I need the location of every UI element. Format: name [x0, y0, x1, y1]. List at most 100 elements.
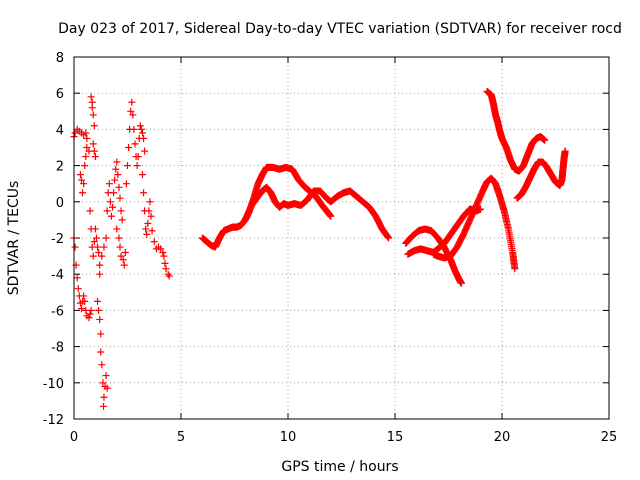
data-point — [113, 225, 121, 233]
data-point — [159, 248, 167, 256]
data-point — [137, 125, 145, 133]
data-point — [89, 252, 97, 260]
data-point — [88, 104, 96, 112]
data-point — [86, 310, 94, 318]
x-tick-label: 15 — [387, 430, 404, 445]
data-point — [98, 361, 106, 369]
x-tick-label: 25 — [601, 430, 618, 445]
data-point — [90, 122, 98, 130]
y-tick-label: -6 — [51, 304, 64, 319]
data-point — [141, 147, 149, 155]
data-point — [100, 402, 108, 410]
x-axis-label: GPS time / hours — [281, 459, 398, 475]
y-tick-label: 6 — [56, 87, 64, 102]
data-point — [80, 292, 88, 300]
data-point — [147, 212, 155, 220]
data-point — [144, 220, 152, 228]
data-point — [99, 379, 107, 387]
data-point — [116, 194, 124, 202]
data-point — [131, 140, 139, 148]
data-point — [112, 165, 120, 173]
data-point — [130, 125, 138, 133]
data-point — [87, 306, 95, 314]
data-point — [120, 261, 128, 269]
data-point — [327, 212, 335, 220]
data-point — [136, 122, 144, 130]
data-point — [83, 144, 91, 151]
data-point — [117, 252, 125, 260]
data-point — [102, 372, 110, 380]
data-point — [96, 315, 104, 323]
data-point — [100, 393, 108, 401]
y-tick-label: -2 — [51, 232, 64, 247]
data-point — [82, 129, 90, 137]
x-tick-label: 5 — [177, 430, 185, 445]
data-point — [165, 272, 173, 280]
data-point — [146, 198, 154, 206]
data-point — [145, 207, 153, 215]
y-tick-label: 8 — [56, 51, 64, 66]
data-point — [90, 238, 98, 246]
data-point — [148, 227, 156, 235]
data-point — [97, 330, 105, 338]
data-point — [103, 207, 111, 215]
data-point — [74, 285, 82, 293]
y-axis-label: SDTVAR / TECUs — [6, 181, 22, 296]
data-point — [83, 134, 91, 142]
data-point — [71, 243, 79, 251]
data-point — [541, 136, 549, 144]
data-point — [111, 176, 119, 184]
data-point — [114, 171, 122, 179]
x-tick-label: 10 — [280, 430, 297, 445]
y-tick-label: 0 — [56, 196, 64, 211]
data-point — [143, 230, 151, 238]
data-point — [97, 348, 105, 356]
data-point — [162, 265, 170, 273]
grid — [74, 57, 609, 419]
data-point — [109, 203, 117, 211]
data-point — [94, 297, 102, 305]
data-point — [116, 243, 124, 251]
data-point — [150, 238, 158, 246]
data-point — [140, 189, 148, 197]
y-tick-label: 2 — [56, 160, 64, 175]
data-point — [98, 252, 106, 260]
data-point — [133, 162, 141, 170]
data-point — [94, 243, 102, 251]
data-point — [89, 111, 97, 119]
data-point — [71, 129, 79, 137]
data-point — [81, 162, 89, 170]
data-point — [91, 153, 99, 161]
data-point — [77, 176, 85, 184]
data-point — [89, 140, 97, 148]
data-point — [138, 171, 146, 179]
data-point — [115, 183, 123, 191]
data-point — [115, 234, 123, 242]
data-point — [73, 274, 81, 282]
y-tick-label: -10 — [43, 377, 64, 392]
data-point — [138, 129, 146, 137]
data-point — [96, 261, 104, 269]
data-point — [157, 245, 165, 253]
data-point — [561, 147, 569, 155]
x-tick-label: 20 — [494, 430, 511, 445]
data-point — [80, 180, 88, 188]
data-point — [85, 314, 93, 322]
data-point — [77, 305, 85, 313]
data-point — [113, 158, 121, 166]
data-point — [125, 144, 133, 151]
data-point — [102, 234, 110, 242]
data-point — [117, 207, 125, 215]
data-point — [161, 259, 169, 267]
data-point — [140, 134, 148, 142]
data-point — [119, 256, 127, 264]
data-point — [107, 212, 115, 220]
data-point — [385, 234, 393, 242]
data-point — [87, 93, 95, 101]
data-point — [160, 252, 168, 260]
x-tick-label: 0 — [70, 430, 78, 445]
data-point — [457, 279, 465, 287]
data-point — [129, 111, 137, 119]
